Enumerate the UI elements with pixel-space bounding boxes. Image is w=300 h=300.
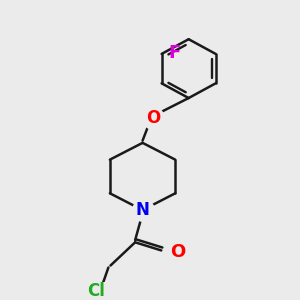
Text: F: F (168, 44, 180, 62)
Text: O: O (170, 243, 185, 261)
Text: N: N (136, 201, 149, 219)
Text: O: O (146, 109, 160, 127)
Text: Cl: Cl (88, 282, 105, 300)
